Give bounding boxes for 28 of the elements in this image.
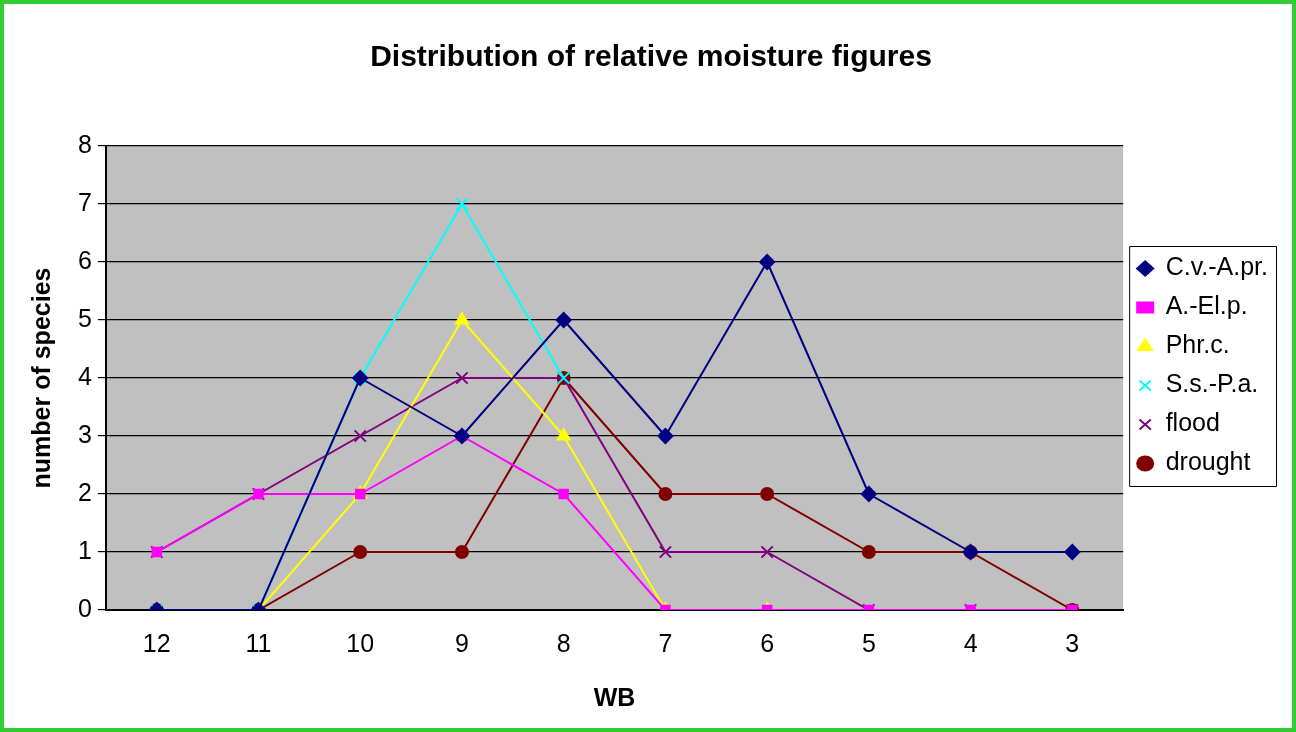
x-tick-label: 4: [963, 628, 978, 657]
legend-label: C.v.-A.pr.: [1165, 252, 1269, 281]
y-tick-label: 0: [78, 593, 92, 622]
legend-label: Phr.c.: [1165, 330, 1230, 359]
x-tick-label: 11: [245, 628, 272, 657]
legend-label: drought: [1165, 447, 1251, 476]
y-tick-label: 8: [78, 129, 92, 158]
x-axis-title: WB: [593, 682, 636, 711]
x-tick-label: 6: [760, 628, 775, 657]
x-tick-label: 8: [556, 628, 571, 657]
y-axis-title: number of species: [26, 267, 55, 489]
x-tick-label: 5: [861, 628, 876, 657]
y-tick-label: 5: [78, 303, 92, 332]
legend-label: S.s.-P.a.: [1165, 369, 1259, 398]
x-tick-label: 10: [346, 628, 375, 657]
chart-title: Distribution of relative moisture figures: [370, 39, 932, 73]
y-tick-label: 4: [78, 361, 92, 390]
legend-label: A.-El.p.: [1165, 291, 1248, 320]
y-tick-label: 7: [78, 187, 92, 216]
legend-label: flood: [1165, 408, 1220, 437]
x-tick-label: 7: [658, 628, 673, 657]
y-tick-label: 1: [78, 535, 92, 564]
y-tick-label: 3: [78, 419, 92, 448]
x-tick-label: 9: [454, 628, 469, 657]
x-tick-label: 12: [142, 628, 171, 657]
y-tick-label: 6: [78, 245, 92, 274]
x-tick-label: 3: [1065, 628, 1080, 657]
y-tick-label: 2: [78, 477, 92, 506]
